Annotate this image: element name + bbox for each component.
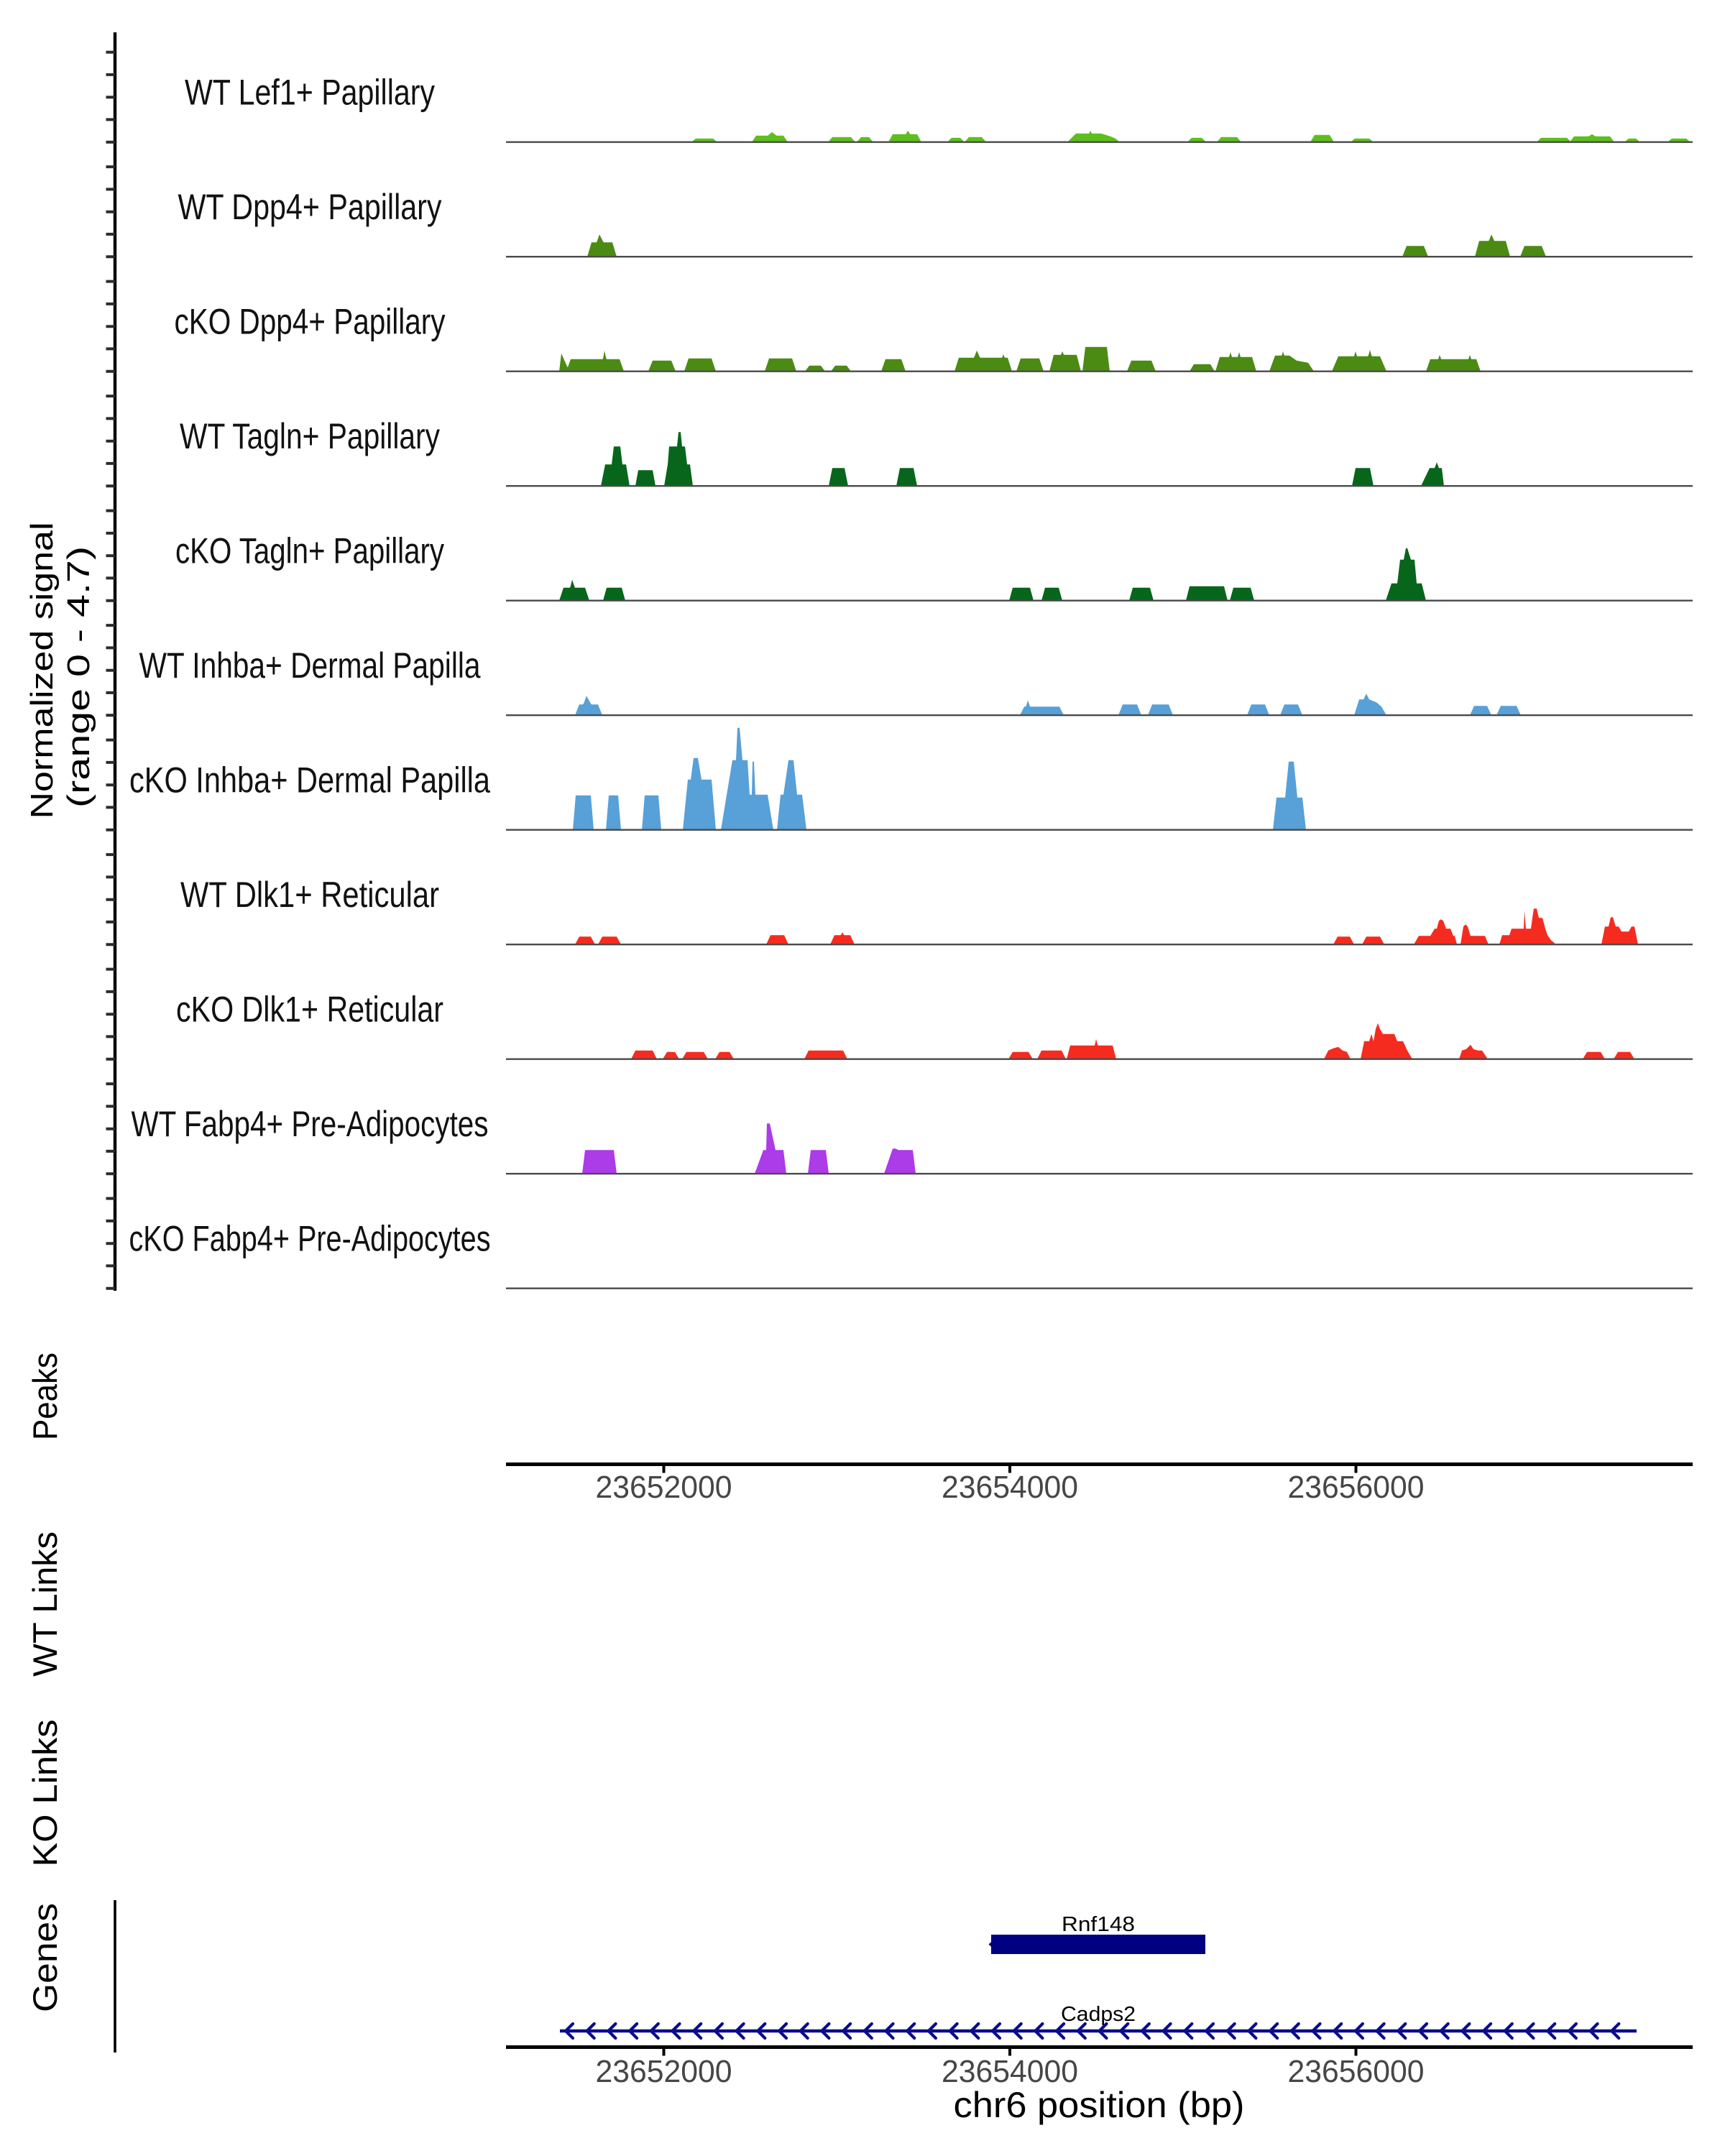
svg-text:Peaks: Peaks (26, 1353, 64, 1440)
svg-text:Genes: Genes (26, 1903, 64, 2012)
svg-text:Normalized signal: Normalized signal (24, 522, 60, 819)
svg-text:cKO Inhba+ Dermal Papilla: cKO Inhba+ Dermal Papilla (129, 760, 490, 801)
svg-text:WT Dpp4+ Papillary: WT Dpp4+ Papillary (178, 187, 442, 227)
svg-text:cKO Dpp4+ Papillary: cKO Dpp4+ Papillary (175, 302, 446, 342)
svg-text:cKO Fabp4+ Pre-Adipocytes: cKO Fabp4+ Pre-Adipocytes (129, 1219, 491, 1259)
svg-text:23654000: 23654000 (942, 2054, 1078, 2089)
svg-text:WT Inhba+ Dermal Papilla: WT Inhba+ Dermal Papilla (139, 645, 481, 686)
svg-text:Cadps2: Cadps2 (1061, 2003, 1136, 2026)
svg-text:chr6 position (bp): chr6 position (bp) (954, 2085, 1245, 2125)
svg-text:cKO Dlk1+ Reticular: cKO Dlk1+ Reticular (176, 990, 443, 1030)
svg-text:WT Lef1+ Papillary: WT Lef1+ Papillary (185, 73, 435, 113)
svg-text:cKO Tagln+ Papillary: cKO Tagln+ Papillary (175, 531, 444, 571)
svg-text:Rnf148: Rnf148 (1062, 1913, 1135, 1936)
svg-text:KO Links: KO Links (26, 1720, 64, 1867)
svg-text:WT Links: WT Links (26, 1531, 64, 1677)
svg-text:WT Dlk1+ Reticular: WT Dlk1+ Reticular (180, 875, 439, 915)
svg-text:23656000: 23656000 (1288, 2054, 1425, 2089)
svg-text:23656000: 23656000 (1288, 1470, 1425, 1505)
svg-text:23652000: 23652000 (596, 1470, 732, 1505)
svg-text:WT Fabp4+ Pre-Adipocytes: WT Fabp4+ Pre-Adipocytes (132, 1104, 489, 1144)
svg-text:23652000: 23652000 (596, 2054, 732, 2089)
svg-text:23654000: 23654000 (942, 1470, 1078, 1505)
svg-text:(range 0 - 4.7): (range 0 - 4.7) (61, 546, 96, 808)
svg-text:WT Tagln+ Papillary: WT Tagln+ Papillary (180, 416, 440, 456)
